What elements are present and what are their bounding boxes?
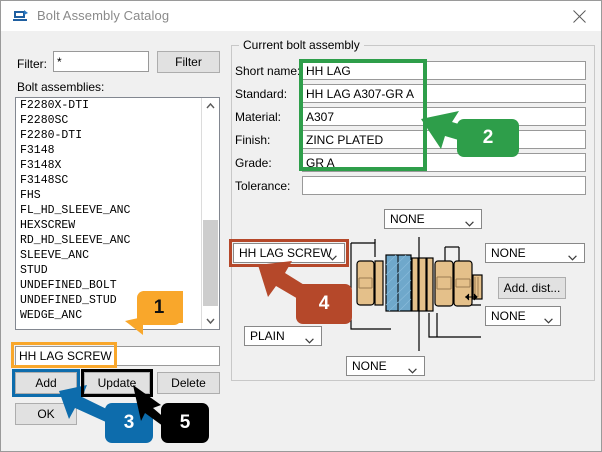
field-input-3[interactable]: [302, 130, 586, 149]
combo-bottom-left[interactable]: PLAIN: [244, 326, 322, 346]
callout-badge-3: 3: [105, 403, 153, 443]
list-item[interactable]: F3148X: [20, 159, 62, 172]
assembly-name-input[interactable]: [15, 346, 220, 366]
filter-label: Filter:: [17, 57, 47, 71]
add-dist-button[interactable]: Add. dist...: [498, 277, 566, 299]
combo-bolt-type-value: HH LAG SCREW: [239, 246, 332, 260]
title-bar: Bolt Assembly Catalog: [1, 1, 601, 32]
window-title: Bolt Assembly Catalog: [37, 8, 170, 23]
chevron-down-icon: [328, 250, 337, 261]
callout-badge-2: 2: [457, 119, 519, 157]
delete-button[interactable]: Delete: [157, 372, 220, 394]
list-item[interactable]: UNDEFINED_BOLT: [20, 279, 117, 292]
combo-right-upper-value: NONE: [491, 246, 526, 260]
callout-badge-5: 5: [161, 403, 209, 443]
scroll-down-icon[interactable]: [202, 312, 219, 329]
chevron-down-icon: [568, 250, 577, 261]
filter-button[interactable]: Filter: [157, 51, 220, 73]
list-item[interactable]: F2280SC: [20, 114, 69, 127]
chevron-down-icon: [544, 313, 553, 324]
combo-top-washer-value: NONE: [390, 212, 425, 226]
list-item[interactable]: HEXSCREW: [20, 219, 76, 232]
field-label-4: Grade:: [235, 156, 272, 170]
list-item[interactable]: STUD: [20, 264, 48, 277]
field-label-2: Material:: [235, 110, 282, 124]
close-icon[interactable]: [558, 1, 601, 31]
field-input-4[interactable]: [302, 153, 586, 172]
combo-bolt-type[interactable]: HH LAG SCREW: [233, 243, 345, 263]
bolt-assembly-drawing: [341, 233, 493, 353]
add-button[interactable]: Add: [15, 372, 77, 394]
field-label-0: Short name:: [235, 64, 301, 78]
list-item[interactable]: SLEEVE_ANC: [20, 249, 90, 262]
combo-right-lower[interactable]: NONE: [485, 306, 561, 326]
listbox-scrollbar[interactable]: [201, 98, 219, 329]
combo-bottom-center[interactable]: NONE: [346, 356, 425, 376]
list-item[interactable]: F2280X-DTI: [20, 99, 90, 112]
app-window-icon: [13, 8, 29, 24]
chevron-down-icon: [305, 333, 314, 344]
list-item[interactable]: FL_HD_SLEEVE_ANC: [20, 204, 131, 217]
list-item[interactable]: WEDGE_ANC: [20, 309, 83, 322]
combo-bottom-left-value: PLAIN: [250, 329, 285, 343]
field-label-1: Standard:: [235, 87, 288, 101]
callout-badge-1: 1: [137, 291, 181, 325]
field-input-5[interactable]: [302, 176, 586, 195]
update-button[interactable]: Update: [84, 372, 150, 394]
field-label-5: Tolerance:: [235, 179, 291, 193]
scrollbar-thumb[interactable]: [203, 220, 218, 306]
field-input-2[interactable]: [302, 107, 586, 126]
list-item[interactable]: F3148SC: [20, 174, 69, 187]
field-input-1[interactable]: [302, 84, 586, 103]
chevron-down-icon: [408, 363, 417, 374]
group-title: Current bolt assembly: [239, 38, 364, 52]
filter-input[interactable]: [53, 51, 149, 72]
list-item[interactable]: F2280-DTI: [20, 129, 83, 142]
field-input-0[interactable]: [302, 61, 586, 80]
chevron-down-icon: [465, 216, 474, 227]
list-item[interactable]: FHS: [20, 189, 41, 202]
combo-bottom-center-value: NONE: [352, 359, 387, 373]
combo-top-washer[interactable]: NONE: [384, 209, 482, 229]
field-label-3: Finish:: [235, 133, 271, 147]
current-bolt-assembly-group: [231, 45, 595, 381]
ok-button[interactable]: OK: [15, 403, 77, 425]
list-item[interactable]: F3148: [20, 144, 55, 157]
list-item[interactable]: RD_HD_SLEEVE_ANC: [20, 234, 131, 247]
bolt-assemblies-listbox[interactable]: F2280X-DTI F2280SC F2280-DTI F3148 F3148X F31…: [15, 97, 220, 330]
combo-right-lower-value: NONE: [491, 309, 526, 323]
listbox-items[interactable]: F2280X-DTI F2280SC F2280-DTI F3148 F3148X F31…: [16, 98, 202, 323]
list-item[interactable]: UNDEFINED_STUD: [20, 294, 117, 307]
scroll-up-icon[interactable]: [202, 98, 219, 115]
combo-right-upper[interactable]: NONE: [485, 243, 585, 263]
bolt-assemblies-label: Bolt assemblies:: [17, 80, 105, 94]
callout-badge-4: 4: [296, 284, 352, 324]
